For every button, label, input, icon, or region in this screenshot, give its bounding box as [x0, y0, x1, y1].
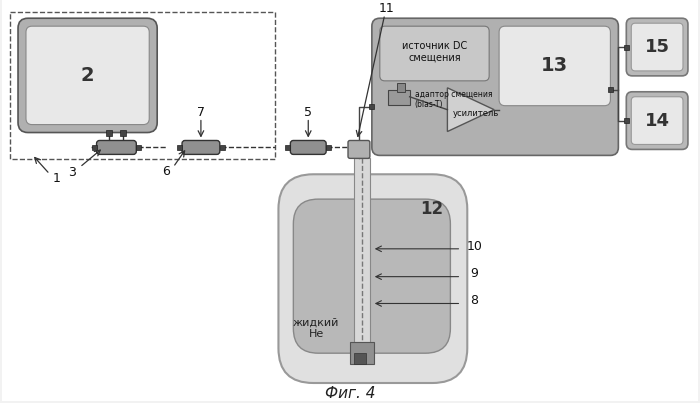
Text: 15: 15	[645, 38, 670, 56]
Bar	[220, 145, 225, 150]
Bar	[106, 129, 113, 135]
FancyBboxPatch shape	[293, 199, 450, 353]
Text: 14: 14	[645, 112, 670, 130]
Bar	[92, 145, 97, 150]
Bar	[350, 342, 374, 364]
Bar	[349, 145, 354, 150]
FancyBboxPatch shape	[631, 23, 683, 71]
FancyBboxPatch shape	[380, 26, 489, 81]
Text: 7: 7	[197, 106, 205, 119]
FancyBboxPatch shape	[279, 174, 468, 383]
FancyBboxPatch shape	[97, 141, 136, 154]
Bar	[177, 145, 182, 150]
Bar	[326, 145, 331, 150]
Text: 12: 12	[420, 200, 443, 218]
Text: 9: 9	[470, 267, 478, 280]
Text: 6: 6	[162, 165, 170, 178]
Bar	[120, 129, 127, 135]
Text: 10: 10	[466, 240, 482, 253]
Bar	[136, 145, 141, 150]
Bar	[624, 118, 629, 123]
Bar	[354, 158, 370, 342]
Bar	[354, 353, 366, 364]
Bar	[286, 145, 290, 150]
FancyBboxPatch shape	[26, 26, 149, 125]
Text: жидкий
Не: жидкий Не	[293, 318, 340, 339]
Bar	[624, 45, 629, 50]
FancyBboxPatch shape	[499, 26, 610, 106]
Text: источник DC
смещения: источник DC смещения	[402, 41, 467, 63]
FancyBboxPatch shape	[182, 141, 220, 154]
Bar	[608, 87, 613, 92]
Text: адаптор смещения
(bias-T): адаптор смещения (bias-T)	[414, 90, 492, 110]
Text: 5: 5	[304, 106, 312, 119]
Text: 11: 11	[379, 2, 395, 15]
FancyBboxPatch shape	[348, 141, 370, 158]
Text: 2: 2	[80, 66, 94, 85]
Text: Фиг. 4: Фиг. 4	[325, 386, 375, 401]
Text: 8: 8	[470, 294, 478, 307]
Bar	[370, 104, 374, 109]
Bar	[388, 90, 409, 105]
FancyBboxPatch shape	[18, 18, 158, 133]
Text: 1: 1	[53, 172, 61, 185]
FancyBboxPatch shape	[626, 92, 688, 150]
Text: 3: 3	[68, 166, 76, 179]
Text: усилитель: усилитель	[452, 109, 498, 118]
FancyBboxPatch shape	[372, 18, 618, 156]
Text: 13: 13	[541, 56, 568, 75]
FancyBboxPatch shape	[631, 97, 683, 144]
FancyBboxPatch shape	[626, 18, 688, 76]
Bar	[397, 83, 405, 92]
Polygon shape	[447, 88, 494, 131]
FancyBboxPatch shape	[290, 141, 326, 154]
